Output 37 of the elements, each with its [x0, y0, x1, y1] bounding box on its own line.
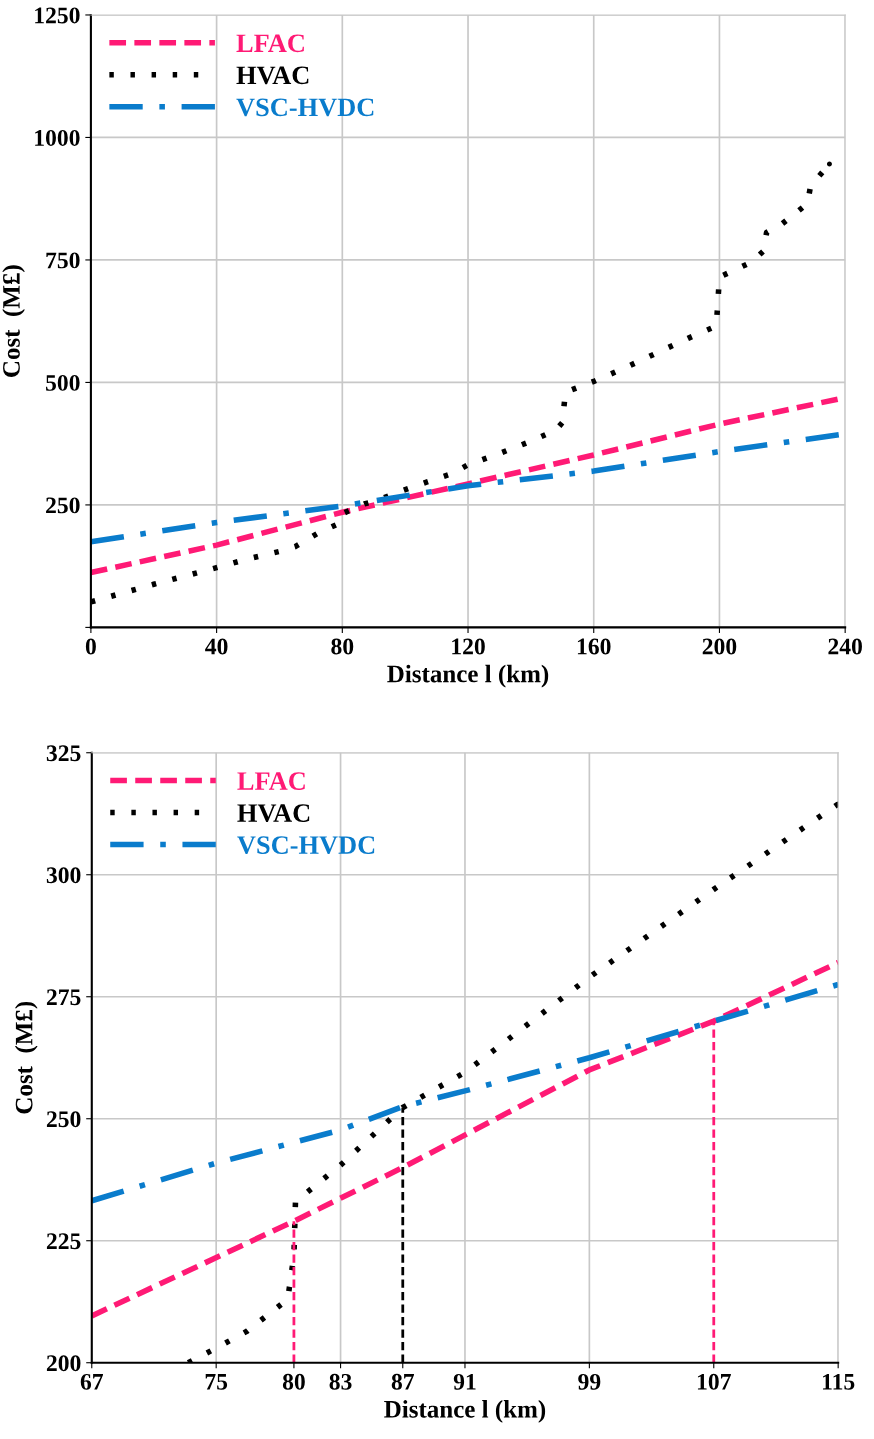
legend-label: VSC-HVDC	[236, 98, 374, 117]
legend-label: LFAC	[237, 772, 305, 790]
x-tick-label: 80	[282, 1373, 305, 1390]
x-tick-label: 80	[331, 638, 354, 655]
y-tick-label: 500	[46, 374, 80, 391]
x-tick-label: 99	[578, 1373, 601, 1390]
x-axis-title: Distance l (km)	[387, 664, 549, 688]
legend-label: HVAC	[236, 66, 309, 85]
x-tick-label: 115	[823, 1373, 855, 1390]
y-axis-title: Cost (M£)	[14, 1001, 38, 1114]
x-tick-label: 240	[828, 638, 862, 655]
y-tick-label: 250	[46, 497, 80, 514]
legend-label: VSC-HVDC	[237, 836, 375, 855]
x-tick-label: 40	[205, 638, 228, 655]
y-tick-label: 275	[46, 989, 81, 1006]
y-axis-title: Cost (M£)	[2, 265, 25, 377]
x-tick-label: 160	[577, 638, 611, 655]
legend-label: HVAC	[237, 804, 310, 823]
x-tick-label: 67	[80, 1373, 103, 1390]
y-tick-label: 225	[46, 1233, 81, 1250]
y-tick-label: 750	[46, 252, 80, 269]
y-tick-label: 1000	[35, 129, 80, 146]
x-tick-label: 87	[391, 1373, 414, 1390]
y-tick-label: 300	[46, 867, 81, 884]
x-tick-label: 83	[329, 1373, 352, 1390]
y-tick-label: 325	[46, 745, 81, 762]
x-tick-label: 120	[452, 638, 485, 655]
y-tick-label: 250	[46, 1111, 81, 1128]
x-tick-label: 0	[85, 638, 96, 655]
y-tick-label: 1250	[35, 7, 80, 24]
x-tick-label: 91	[453, 1373, 476, 1390]
y-tick-label: 200	[46, 1355, 81, 1372]
x-tick-label: 107	[697, 1373, 731, 1390]
x-tick-label: 75	[205, 1374, 228, 1390]
legend-label: LFAC	[236, 34, 304, 53]
x-tick-label: 200	[702, 638, 737, 655]
x-axis-title: Distance l (km)	[384, 1400, 546, 1423]
